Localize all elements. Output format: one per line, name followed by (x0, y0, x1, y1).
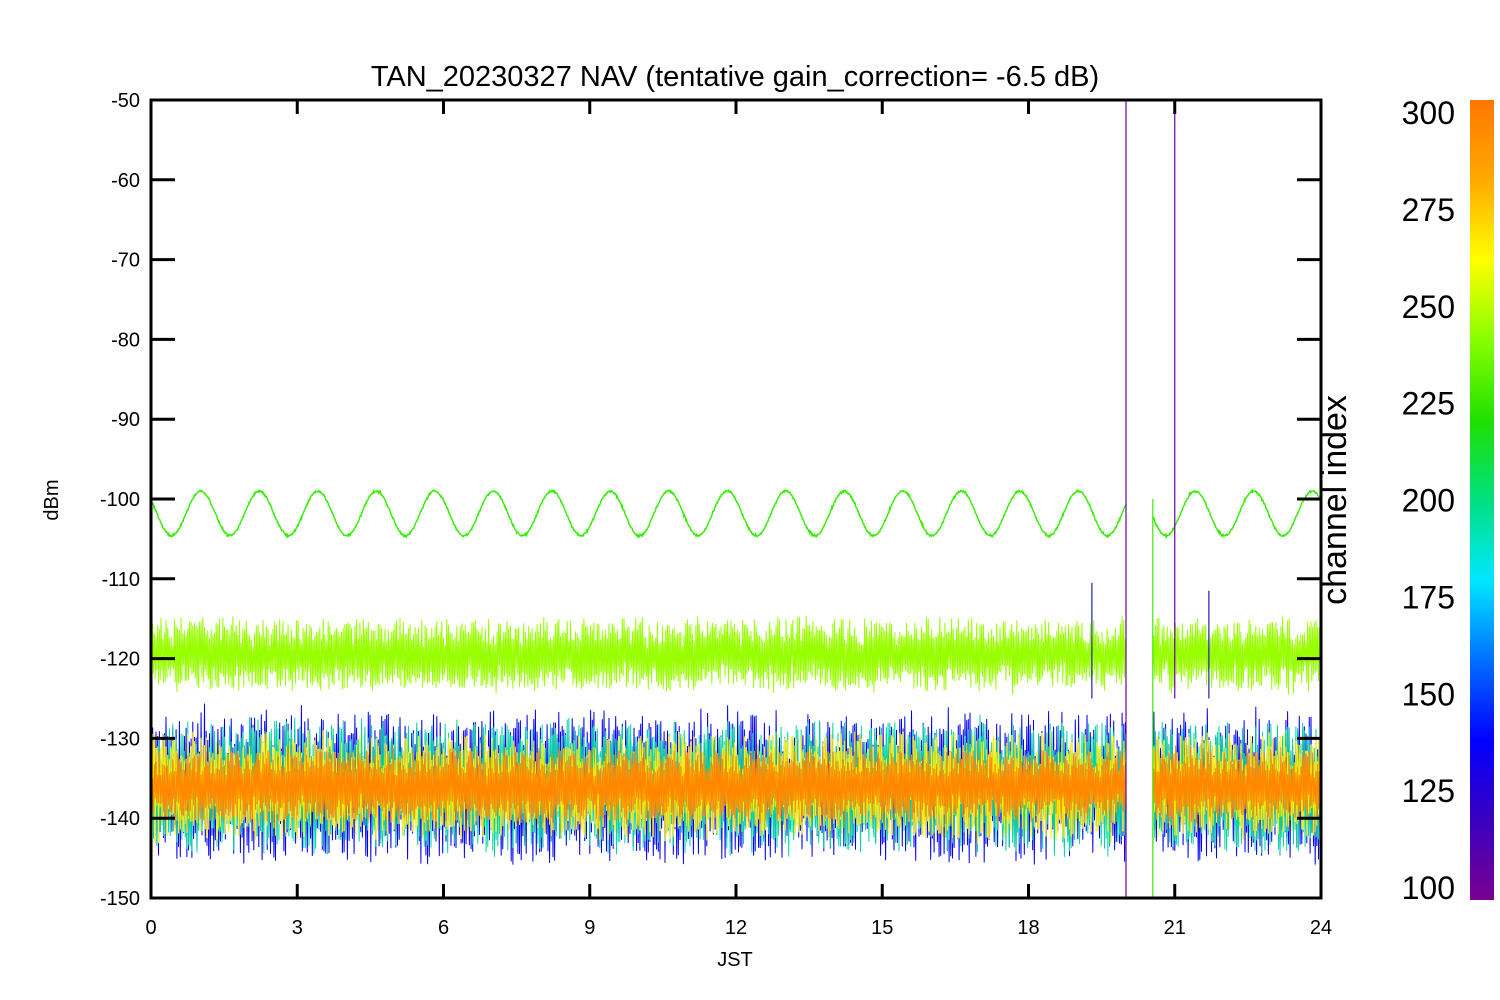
y-tick-label: -110 (101, 569, 140, 591)
colorbar-title: channel index (1316, 395, 1354, 605)
series-channel-255 (151, 615, 1321, 695)
x-tick-label: 15 (871, 917, 893, 939)
x-tick-label: 18 (1017, 917, 1039, 939)
colorbar-tick-label: 200 (1402, 483, 1455, 519)
y-tick-label: -90 (111, 409, 140, 431)
x-tick-label: 21 (1164, 917, 1186, 939)
x-tick-label: 24 (1310, 917, 1332, 939)
x-tick-label: 9 (584, 917, 595, 939)
chart-title: TAN_20230327 NAV (tentative gain_correct… (371, 61, 1099, 93)
x-tick-label: 3 (292, 917, 303, 939)
x-tick-label: 6 (438, 917, 449, 939)
y-tick-label: -150 (100, 888, 140, 910)
y-tick-label: -100 (100, 489, 140, 511)
plot-data-area (151, 100, 1321, 898)
y-tick-label: -60 (111, 170, 140, 192)
y-tick-label: -140 (100, 808, 140, 830)
colorbar-tick-label: 175 (1402, 579, 1455, 615)
x-tick-label: 12 (725, 917, 747, 939)
colorbar-tick-label: 225 (1402, 386, 1455, 422)
colorbar (1470, 100, 1494, 900)
colorbar-tick-label: 250 (1402, 289, 1455, 325)
x-axis-title: JST (717, 949, 753, 971)
colorbar-ticks: 300 275 250 225 200 175 150 125 100 (1402, 95, 1455, 906)
colorbar-tick-label: 150 (1402, 676, 1455, 712)
x-axis: 0 3 6 9 12 15 18 21 24 (145, 100, 1332, 939)
y-tick-label: -50 (111, 90, 140, 112)
y-axis-title: dBm (41, 479, 63, 520)
y-tick-label: -70 (111, 250, 140, 272)
y-tick-label: -130 (100, 728, 140, 750)
series-channel-285 (151, 745, 1321, 828)
colorbar-tick-label: 125 (1402, 773, 1455, 809)
colorbar-tick-label: 275 (1402, 192, 1455, 228)
colorbar-tick-label: 300 (1402, 95, 1455, 131)
y-tick-label: -120 (100, 649, 140, 671)
colorbar-tick-label: 100 (1402, 870, 1455, 906)
series-channel-245 (151, 488, 1321, 540)
y-tick-label: -80 (111, 329, 140, 351)
y-axis: -50 -60 -70 -80 -90 -100 -110 -120 -130 -140 -150 (100, 90, 1321, 910)
x-tick-label: 0 (145, 917, 156, 939)
